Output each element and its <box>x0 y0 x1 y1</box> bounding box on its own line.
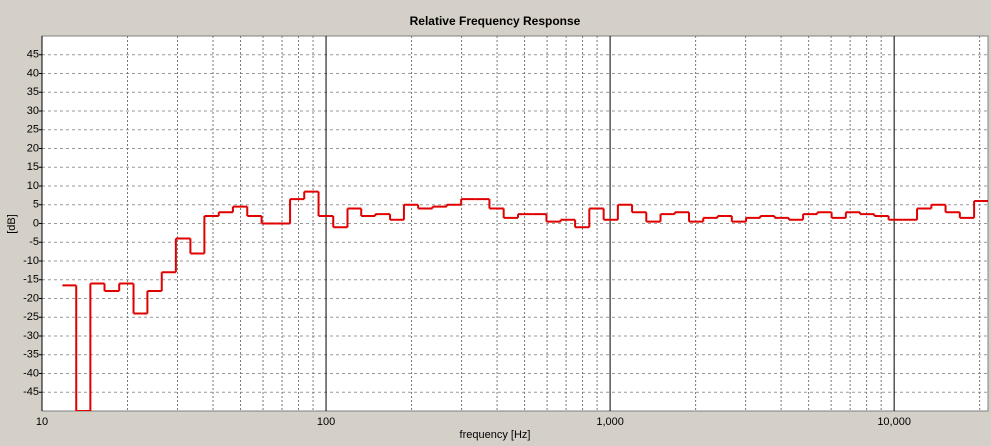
y-tick-label: 5 <box>33 199 39 211</box>
x-tick-label: 10 <box>36 416 48 428</box>
y-tick-label: 10 <box>27 180 39 192</box>
y-tick-label: -5 <box>29 236 39 248</box>
x-tick-label: 10,000 <box>877 416 911 428</box>
y-tick-label: 35 <box>27 86 39 98</box>
x-tick-label: 100 <box>317 416 335 428</box>
y-axis-label: [dB] <box>6 214 18 234</box>
y-tick-label: 20 <box>27 142 39 154</box>
y-tick-label: -25 <box>23 311 39 323</box>
y-tick-label: 15 <box>27 161 39 173</box>
x-axis-label: frequency [Hz] <box>460 429 531 441</box>
y-tick-label: 40 <box>27 67 39 79</box>
y-tick-label: -15 <box>23 274 39 286</box>
y-tick-label: -45 <box>23 386 39 398</box>
x-tick-label: 1,000 <box>596 416 624 428</box>
y-tick-label: -10 <box>23 255 39 267</box>
y-tick-label: 0 <box>33 217 39 229</box>
y-tick-label: -40 <box>23 367 39 379</box>
y-tick-label: 30 <box>27 105 39 117</box>
y-tick-label: 25 <box>27 124 39 136</box>
y-tick-label: -35 <box>23 349 39 361</box>
chart-title: Relative Frequency Response <box>410 14 581 28</box>
y-tick-label: 45 <box>27 49 39 61</box>
plot-series <box>62 190 988 411</box>
y-tick-label: -30 <box>23 330 39 342</box>
y-tick-label: -20 <box>23 292 39 304</box>
